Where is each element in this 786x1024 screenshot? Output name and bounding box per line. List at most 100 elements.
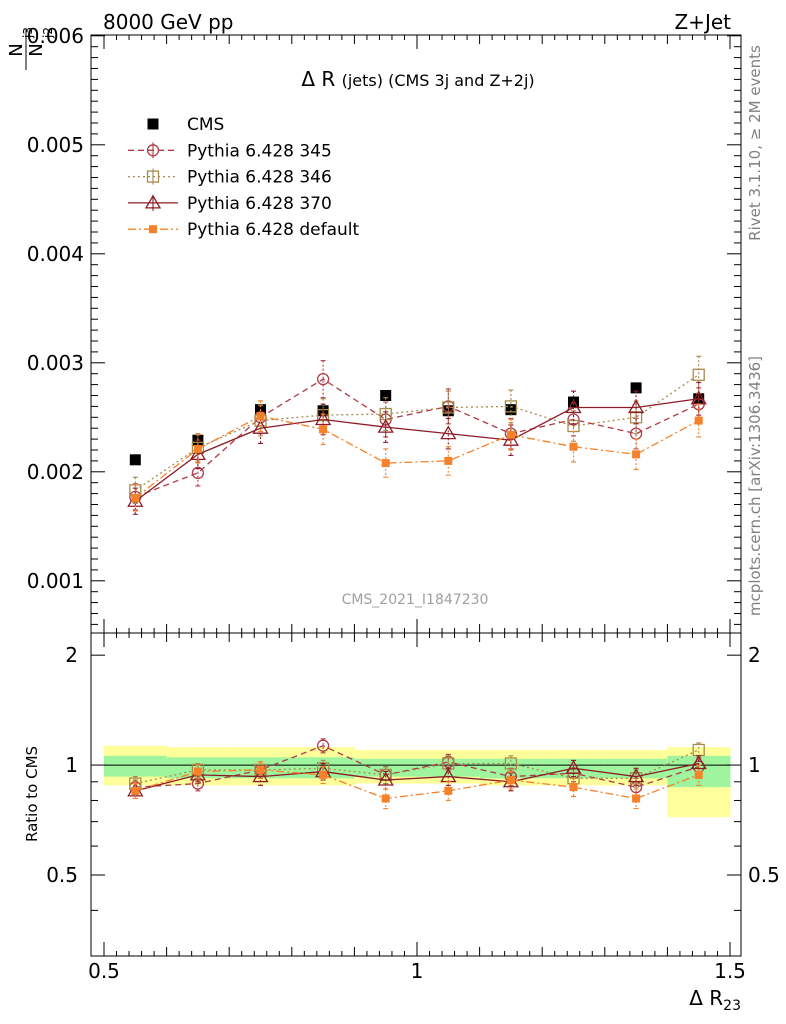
- main-point-cms: [568, 396, 579, 408]
- main-point-pdef: [694, 416, 703, 425]
- ratio-y-tick-label-right: 1: [748, 753, 761, 777]
- energy-label: 8000 GeV pp: [103, 10, 234, 34]
- main-point-pdef: [319, 425, 328, 434]
- ratio-line-p346: [135, 749, 699, 785]
- ratio-point-pdef: [319, 770, 328, 779]
- legend-label-p345: Pythia 6.428 345: [187, 141, 332, 161]
- legend-marker-p346: [146, 170, 160, 183]
- ratio-point-pdef: [632, 794, 641, 803]
- main-series-p370: [127, 381, 707, 515]
- main-point-pdef: [632, 450, 641, 459]
- process-label: Z+Jet: [674, 10, 731, 34]
- y-axis-label-numerator: N: [6, 43, 27, 56]
- chart-title: Δ R (jets) (CMS 3j and Z+2j): [301, 67, 534, 91]
- x-tick-label: 1.5: [714, 959, 746, 983]
- main-point-cms: [630, 382, 642, 394]
- ratio-y-axis-label: Ratio to CMS: [23, 746, 41, 842]
- main-series-cms: [129, 382, 705, 466]
- ratio-band-inner: [104, 755, 168, 777]
- ratio-point-p370: [627, 768, 645, 783]
- main-point-cms: [505, 404, 517, 416]
- legend-entry-p346: Pythia 6.428 346: [128, 168, 332, 188]
- main-point-p370: [377, 418, 394, 433]
- ratio-point-pdef: [256, 765, 265, 774]
- x-axis-label-main: Δ R: [689, 986, 723, 1010]
- main-point-p370: [565, 399, 582, 414]
- legend-entry-cms: CMS: [147, 115, 224, 135]
- y-tick-label: 0.006: [27, 24, 84, 48]
- ratio-point-pdef: [694, 770, 703, 779]
- main-point-cms: [317, 405, 329, 417]
- ratio-y-tick-label: 2: [65, 643, 78, 667]
- y-tick-label: 0.004: [27, 242, 84, 266]
- main-point-pdef: [256, 412, 265, 421]
- ratio-point-p370: [690, 755, 707, 770]
- ratio-line-p345: [135, 744, 699, 788]
- axes: 0.5 1 1.5Δ R230.0010.0020.0030.0040.0050.0…: [6, 24, 780, 1014]
- legend-label-p346: Pythia 6.428 346: [187, 168, 332, 188]
- main-point-p345: [316, 372, 330, 386]
- mcplots-label: mcplots.cern.ch [arXiv:1306.3436]: [746, 356, 764, 616]
- main-line-pdef: [134, 415, 700, 499]
- ratio-point-pdef: [131, 786, 140, 795]
- main-point-pdef: [193, 444, 202, 453]
- y-axis-label-den-sub: j2: [41, 27, 55, 39]
- x-axis-label: Δ R23: [689, 986, 741, 1014]
- main-point-pdef: [381, 459, 390, 468]
- ratio-point-p370: [252, 768, 269, 783]
- ratio-line-pdef: [135, 769, 699, 800]
- data-series: [127, 355, 707, 810]
- x-axis-label-sub: 23: [723, 998, 741, 1014]
- chart-title-main: Δ R: [301, 67, 341, 91]
- main-point-p346: [692, 368, 705, 381]
- legend-marker-p370: [144, 194, 162, 209]
- ratio-series-pdef: [131, 761, 703, 810]
- ratio-point-p346: [504, 757, 518, 770]
- main-line-p370: [134, 398, 699, 502]
- ratio-point-pdef: [193, 767, 202, 776]
- main-series-pdef: [131, 400, 703, 512]
- main-point-p345: [191, 466, 205, 480]
- ratio-y-tick-label-right: 0.5: [748, 863, 780, 887]
- y-tick-label: 0.003: [27, 351, 84, 375]
- analysis-watermark: CMS_2021_I1847230: [342, 592, 489, 608]
- main-point-cms: [129, 454, 141, 466]
- legend-entry-p370: Pythia 6.428 370: [128, 194, 332, 214]
- chart-title-sub: (jets) (CMS 3j and Z+2j): [342, 71, 535, 90]
- legend-label-p370: Pythia 6.428 370: [187, 194, 332, 214]
- x-tick-label: 0.5: [88, 959, 120, 983]
- ratio-line-p370: [135, 762, 699, 792]
- main-point-pdef: [131, 493, 140, 502]
- main-point-pdef: [444, 456, 453, 465]
- main-point-p346: [504, 400, 518, 413]
- main-line-p346: [134, 374, 700, 491]
- chart-labels: 8000 GeV pp Z+Jet Δ R (jets) (CMS 3j and…: [23, 10, 764, 842]
- main-series-p345: [129, 360, 705, 511]
- ratio-y-tick-label-right: 2: [748, 643, 761, 667]
- main-point-p370: [314, 411, 332, 426]
- legend-entry-p345: Pythia 6.428 345: [128, 141, 332, 161]
- legend-marker-pdef: [149, 225, 157, 234]
- legend-entry-pdef: Pythia 6.428 default: [128, 220, 360, 240]
- ratio-point-pdef: [569, 783, 578, 792]
- main-point-p346: [442, 401, 455, 414]
- ratio-point-pdef: [506, 776, 515, 785]
- y-tick-label: 0.005: [27, 133, 84, 157]
- ratio-y-tick-label: 0.5: [46, 863, 78, 887]
- main-point-p345: [567, 413, 580, 426]
- legend-marker-p345: [146, 144, 160, 157]
- y-axis-label: Nj3 Nj2: [6, 27, 55, 70]
- main-point-pdef: [506, 430, 515, 439]
- ratio-point-pdef: [381, 794, 390, 803]
- legend-label-pdef: Pythia 6.428 default: [187, 220, 360, 240]
- ratio-point-p345: [316, 739, 330, 752]
- main-point-p370: [252, 419, 269, 434]
- y-tick-label: 0.001: [27, 569, 84, 593]
- ratio-y-tick-label: 1: [65, 753, 78, 777]
- ratio-point-pdef: [444, 786, 453, 795]
- y-tick-label: 0.002: [27, 460, 84, 484]
- y-axis-label-num-sub: j3: [21, 27, 35, 39]
- legend-marker-cms: [147, 118, 159, 130]
- legend: CMS Pythia 6.428 345 Pythia 6.428 346 Pythi…: [128, 115, 360, 240]
